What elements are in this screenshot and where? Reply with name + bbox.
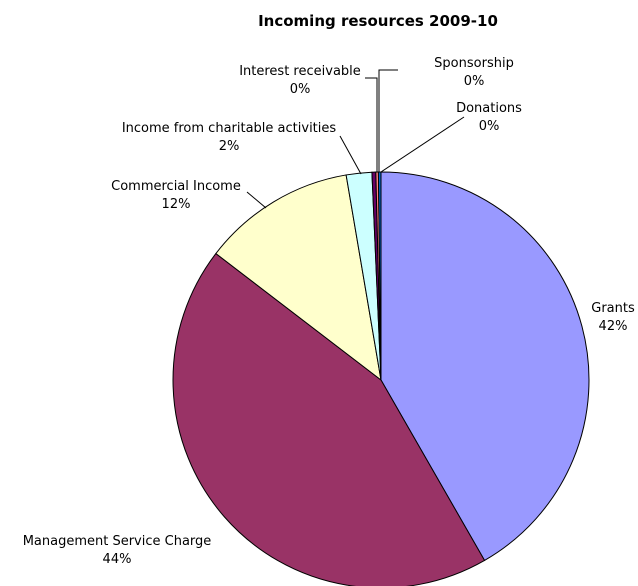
label-percent-grants: 42% bbox=[599, 319, 628, 334]
label-name-grants: Grants bbox=[591, 301, 635, 316]
label-name-commercial-income: Commercial Income bbox=[111, 179, 241, 194]
chart-title: Incoming resources 2009-10 bbox=[258, 12, 498, 30]
label-name-interest-receivable: Interest receivable bbox=[239, 64, 361, 79]
label-percent-donations: 0% bbox=[479, 119, 500, 134]
slice-grants bbox=[380, 171, 590, 562]
label-name-income-from-charitable-activities: Income from charitable activities bbox=[122, 121, 337, 136]
leader-line-income-from-charitable-activities bbox=[339, 135, 362, 175]
label-name-sponsorship: Sponsorship bbox=[434, 56, 514, 71]
label-name-donations: Donations bbox=[456, 101, 522, 116]
label-percent-interest-receivable: 0% bbox=[290, 82, 311, 97]
label-percent-sponsorship: 0% bbox=[464, 74, 485, 89]
slice-commercial-income bbox=[215, 174, 382, 382]
leader-line-interest-receivable bbox=[365, 77, 378, 172]
label-percent-commercial-income: 12% bbox=[162, 197, 191, 212]
leader-line-donations bbox=[380, 116, 465, 173]
slice-labels: Grants 42% Management Service Charge 44% Com… bbox=[23, 56, 635, 567]
leader-line-commercial-income bbox=[246, 191, 267, 209]
leader-line-sponsorship bbox=[378, 69, 398, 172]
label-percent-income-from-charitable-activities: 2% bbox=[219, 139, 240, 154]
leader-lines bbox=[246, 69, 465, 209]
label-percent-management-service-charge: 44% bbox=[103, 552, 132, 567]
label-name-management-service-charge: Management Service Charge bbox=[23, 534, 212, 549]
slice-donations bbox=[377, 171, 382, 381]
pie-slices bbox=[172, 171, 590, 586]
